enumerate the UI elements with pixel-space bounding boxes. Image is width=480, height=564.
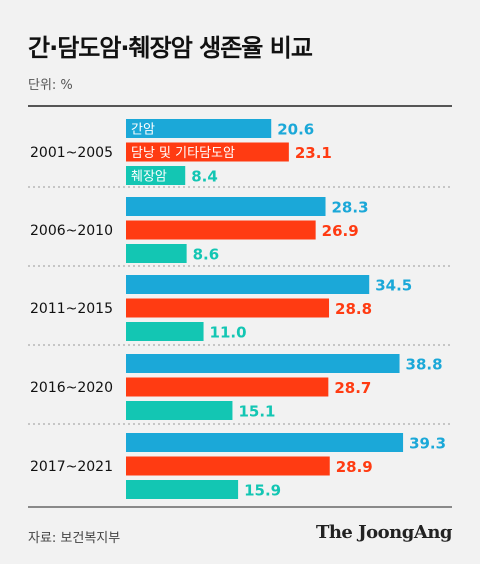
value-label: 11.0 [210,324,247,342]
value-label: 20.6 [277,121,314,139]
bar-liver [126,433,404,452]
bar-biliary [126,298,330,318]
bar-liver [126,354,400,373]
source-note: 자료: 보건복지부 [28,531,121,546]
bar-pancreatic [126,322,204,341]
category-label: 2011~2015 [30,301,113,317]
value-label: 28.7 [334,379,371,397]
category-label: 2016~2020 [30,380,113,396]
value-label: 8.4 [191,168,218,186]
value-label: 34.5 [375,277,412,295]
category-label: 2017~2021 [30,459,113,475]
value-label: 38.8 [406,356,443,374]
legend-label: 췌장암 [131,170,167,185]
value-label: 28.9 [336,458,373,476]
unit-label: 단위: % [28,78,73,93]
bar-pancreatic [126,480,239,499]
value-label: 15.1 [238,403,275,421]
joongang-logo: The JoongAng [315,522,453,543]
bar-pancreatic [126,401,233,420]
bar-biliary [126,456,330,476]
bar-biliary [126,142,289,162]
legend-label: 간암 [131,123,155,138]
value-label: 23.1 [295,144,332,162]
value-label: 26.9 [322,222,359,240]
chart-title: 간·담도암·췌장암 생존율 비교 [28,34,313,62]
category-label: 2001~2005 [30,145,113,161]
bar-biliary [126,377,329,397]
bar-biliary [126,220,316,240]
bar-pancreatic [126,244,187,263]
value-label: 8.6 [193,246,220,264]
value-label: 28.8 [335,300,372,318]
category-label: 2006~2010 [30,223,113,239]
value-label: 15.9 [244,482,281,500]
bar-liver [126,197,326,216]
bar-liver [126,275,370,294]
legend-label: 담낭 및 기타담도암 [131,146,235,161]
value-label: 39.3 [409,435,446,453]
value-label: 28.3 [332,199,369,217]
bar-liver [126,119,272,138]
bar-pancreatic [126,166,186,185]
